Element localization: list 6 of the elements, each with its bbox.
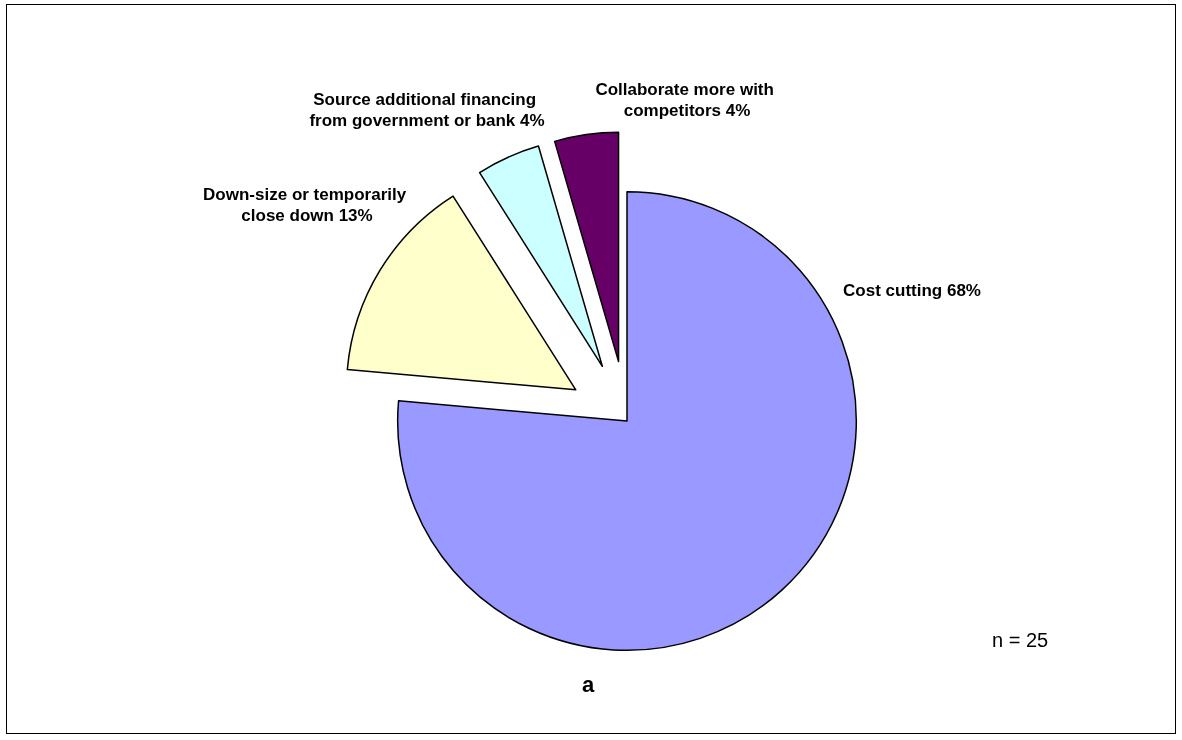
slice-label: Source additional financing from government or bank 4% (309, 90, 545, 130)
text: n = 25 (992, 629, 1049, 651)
slice-label: Down-size or temporarily close down 13% (203, 185, 411, 225)
slice-label: Cost cutting 68% (843, 280, 981, 300)
text: a (582, 671, 595, 697)
slice-label: Collaborate more with competitors 4% (595, 80, 779, 120)
